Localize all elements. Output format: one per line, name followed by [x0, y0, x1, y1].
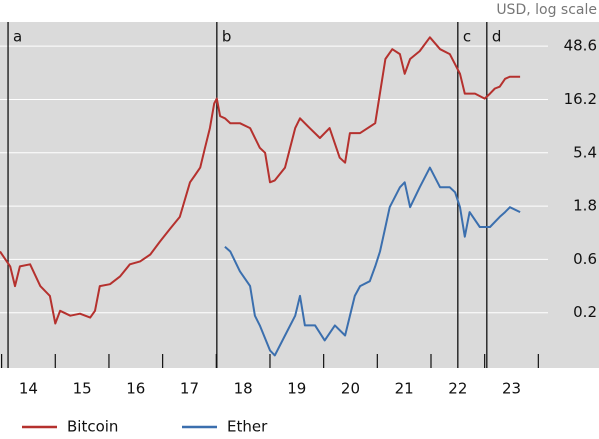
subtitle: USD, log scale [496, 2, 597, 18]
y-tick-label: 16.2 [564, 90, 597, 108]
x-tick-label: 22 [448, 380, 467, 398]
y-tick-label: 1.8 [573, 197, 597, 215]
series-line [0, 36, 521, 325]
x-tick-label: 21 [395, 380, 414, 398]
plot-background [0, 22, 599, 368]
x-tick-label: 16 [126, 380, 145, 398]
series-line [224, 166, 521, 357]
y-tick-label: 5.4 [573, 143, 597, 161]
x-tick-label: 19 [287, 380, 306, 398]
x-tick-label: 17 [180, 380, 199, 398]
event-label: b [222, 28, 232, 46]
event-label: a [13, 28, 22, 46]
legend-label: Ether [227, 418, 268, 436]
x-tick-label: 23 [502, 380, 521, 398]
x-tick-label: 15 [73, 380, 92, 398]
y-tick-label: 0.6 [573, 250, 597, 268]
legend-label: Bitcoin [67, 418, 118, 436]
y-tick-label: 0.2 [573, 303, 597, 321]
event-label: d [492, 28, 502, 46]
x-tick-label: 14 [19, 380, 38, 398]
x-tick-label: 20 [341, 380, 360, 398]
x-tick-label: 18 [234, 380, 253, 398]
event-label: c [463, 28, 471, 46]
y-tick-label: 48.6 [564, 37, 597, 55]
